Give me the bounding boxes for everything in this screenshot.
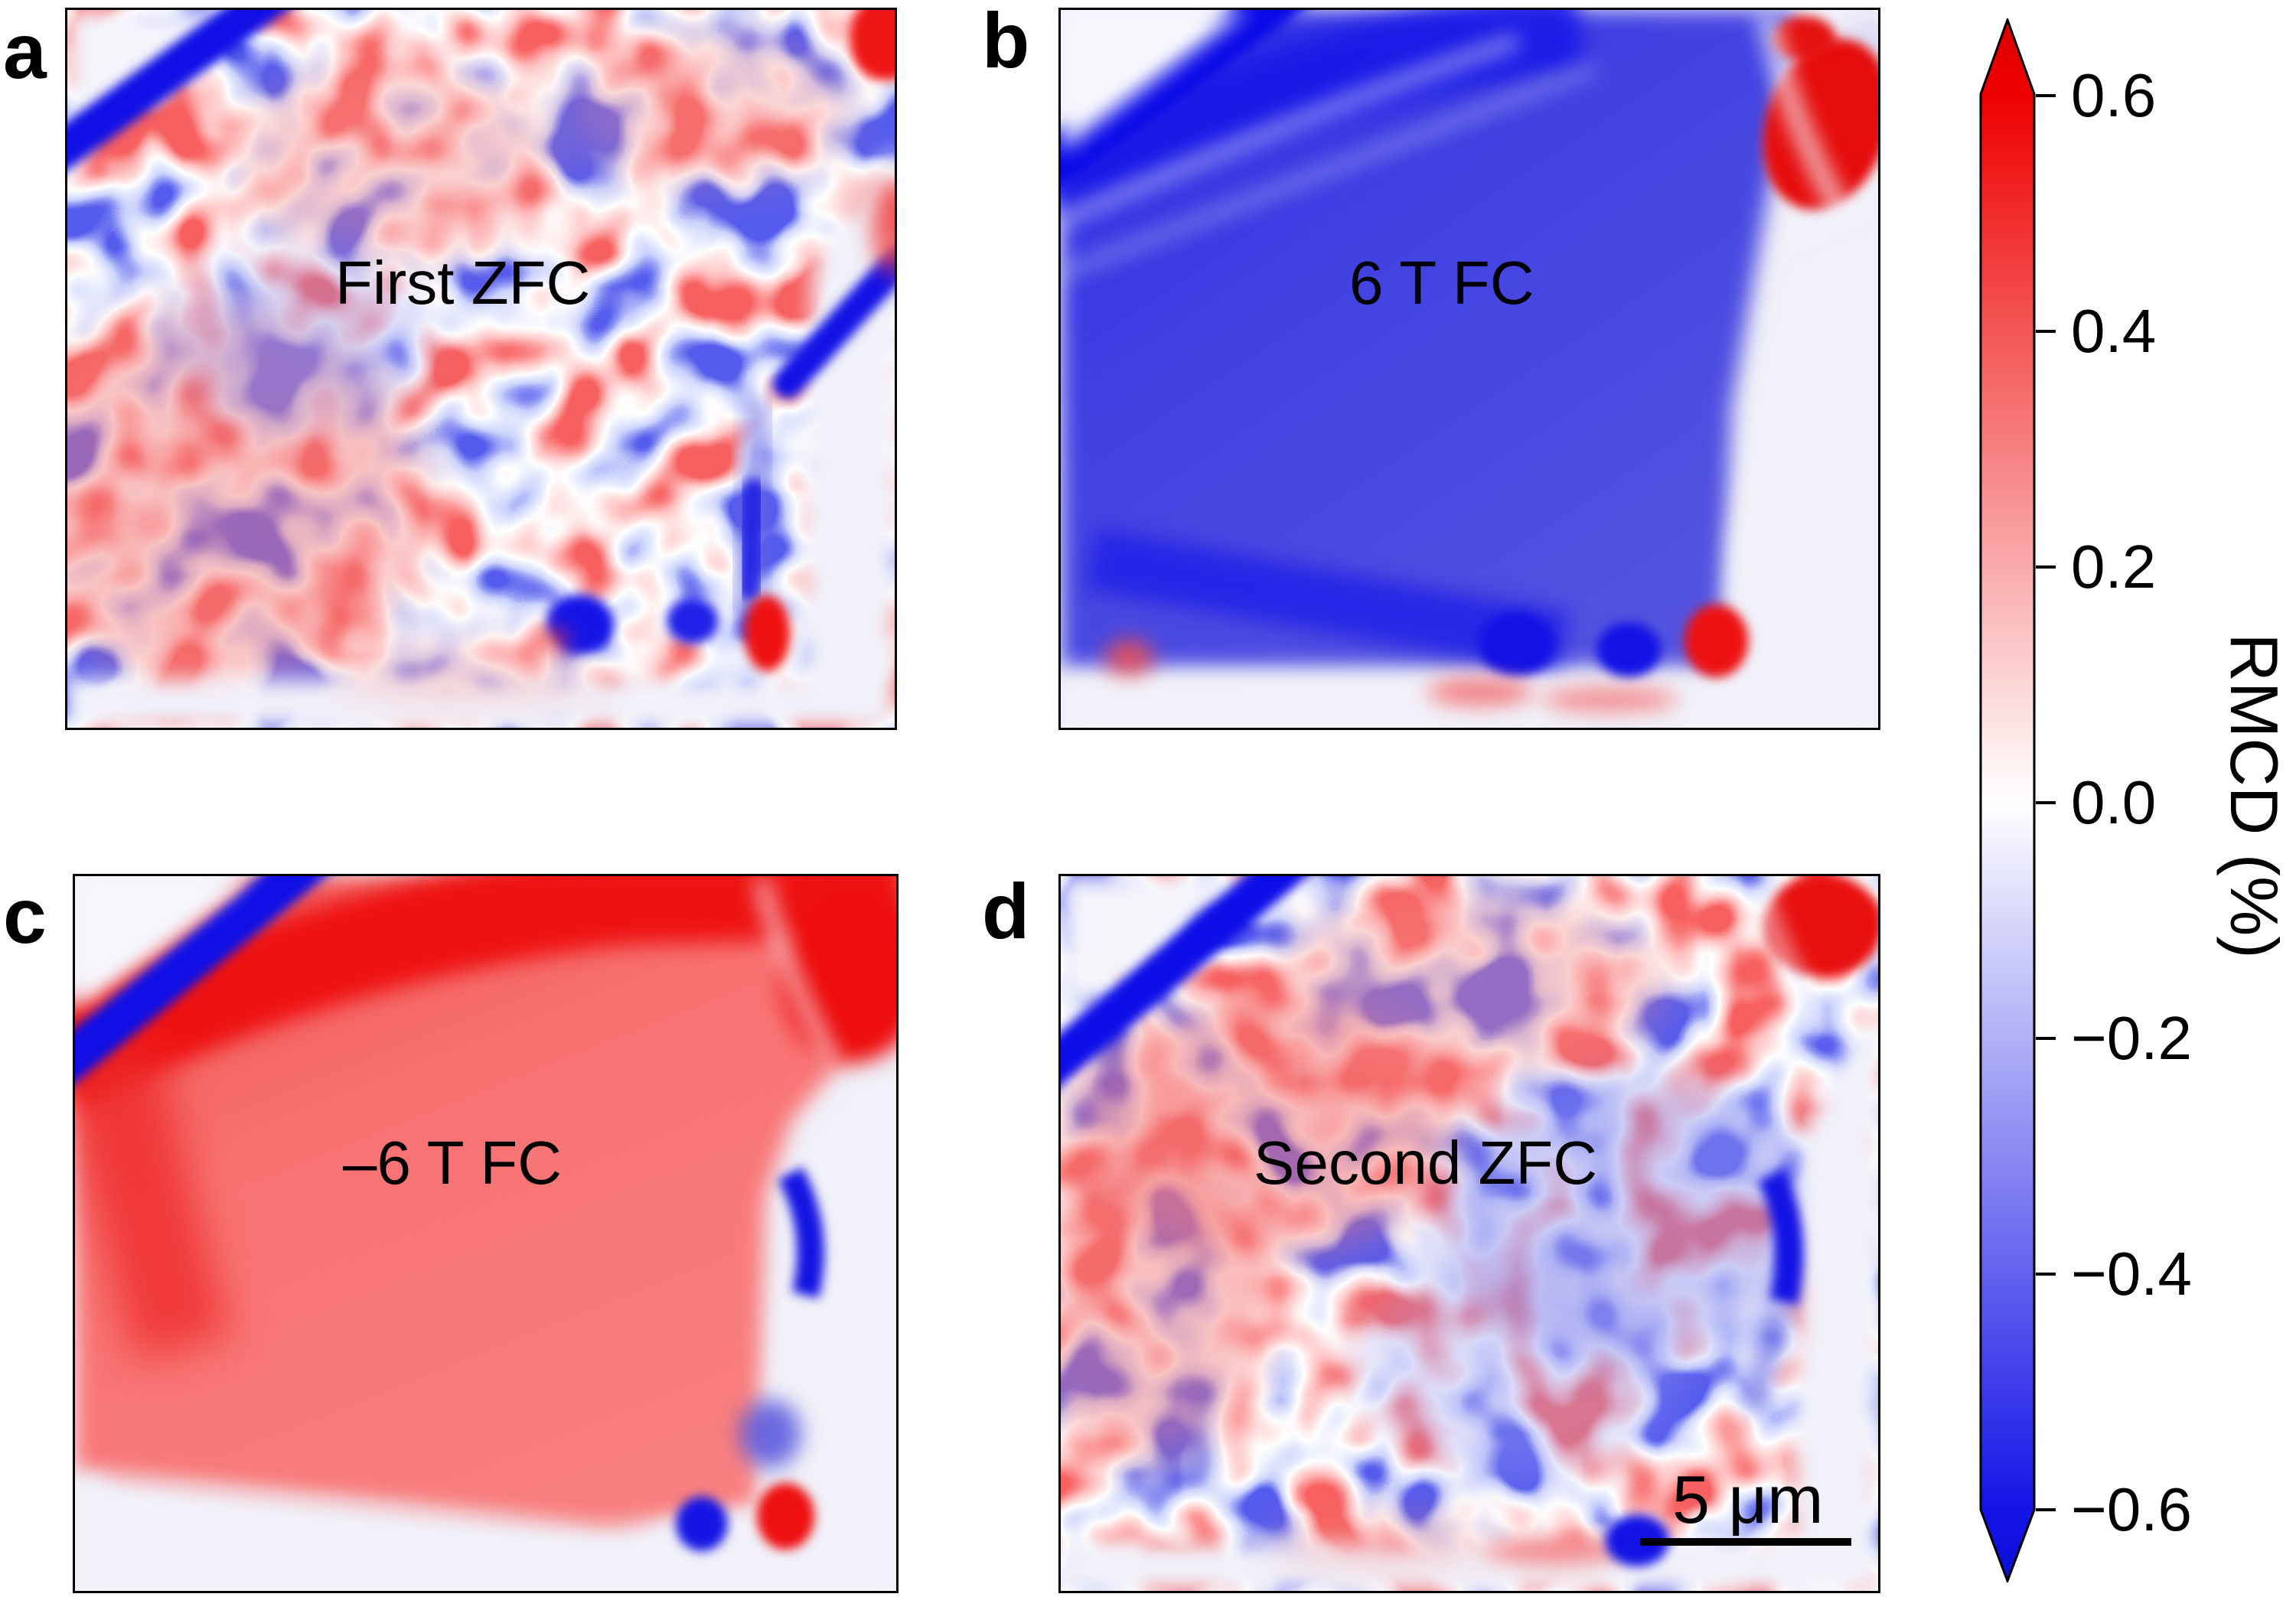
panel-b-letter: b bbox=[982, 0, 1030, 84]
colorbar-tick-3 bbox=[2036, 801, 2056, 804]
colorbar-tick-label-5: −0.4 bbox=[2071, 1240, 2192, 1308]
colorbar-gradient bbox=[1979, 16, 2036, 1585]
panel-c-art bbox=[75, 876, 896, 1591]
colorbar bbox=[1979, 16, 2036, 1585]
panel-d-label: Second ZFC bbox=[1254, 1129, 1598, 1197]
panel-b-art bbox=[1061, 10, 1878, 728]
scale-bar bbox=[1640, 1538, 1851, 1546]
colorbar-tick-0 bbox=[2036, 94, 2056, 97]
panel-a-label: First ZFC bbox=[335, 249, 591, 317]
colorbar-tick-6 bbox=[2036, 1508, 2056, 1511]
colorbar-tick-1 bbox=[2036, 330, 2056, 333]
colorbar-tick-label-1: 0.4 bbox=[2071, 297, 2157, 365]
panel-c-label: –6 T FC bbox=[343, 1129, 563, 1197]
colorbar-tick-4 bbox=[2036, 1037, 2056, 1040]
panel-a-art bbox=[67, 10, 895, 728]
colorbar-tick-label-2: 0.2 bbox=[2071, 533, 2157, 601]
colorbar-tick-label-3: 0.0 bbox=[2071, 768, 2157, 836]
colorbar-tick-label-0: 0.6 bbox=[2071, 61, 2157, 129]
panel-c-heatmap bbox=[73, 874, 899, 1593]
panel-c-letter: c bbox=[3, 872, 47, 960]
panel-a-letter: a bbox=[3, 8, 47, 95]
panel-d-heatmap bbox=[1058, 874, 1880, 1593]
colorbar-axis-title: RMCD (%) bbox=[2216, 633, 2292, 959]
colorbar-tick-5 bbox=[2036, 1273, 2056, 1276]
colorbar-tick-label-4: −0.2 bbox=[2071, 1004, 2192, 1072]
panel-b-label: 6 T FC bbox=[1349, 249, 1534, 317]
panel-d-letter: d bbox=[982, 868, 1030, 955]
scale-bar-label: 5 μm bbox=[1672, 1462, 1824, 1537]
panel-a-heatmap bbox=[65, 8, 897, 730]
panel-d-art bbox=[1061, 876, 1878, 1591]
panel-b-heatmap bbox=[1058, 8, 1880, 730]
colorbar-tick-2 bbox=[2036, 565, 2056, 569]
colorbar-tick-label-6: −0.6 bbox=[2071, 1475, 2192, 1543]
